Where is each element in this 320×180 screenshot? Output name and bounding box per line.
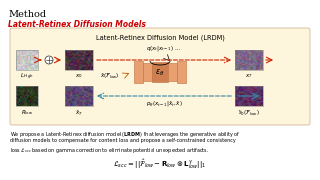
Bar xyxy=(143,63,152,81)
Text: $L_{High}$: $L_{High}$ xyxy=(20,72,34,82)
Text: $\hat{x}_T$: $\hat{x}_T$ xyxy=(75,108,83,118)
Bar xyxy=(134,61,143,83)
Text: $R_{low}$: $R_{low}$ xyxy=(21,108,33,117)
Bar xyxy=(16,86,38,106)
Text: $q(x_t|x_{t-1})\ \ldots$: $q(x_t|x_{t-1})\ \ldots$ xyxy=(146,44,182,53)
Text: $x_0$: $x_0$ xyxy=(75,72,83,80)
Text: loss $\mathcal{L}_{scc}$ based on gamma correction to eliminate potential unexpe: loss $\mathcal{L}_{scc}$ based on gamma … xyxy=(10,146,209,155)
Bar xyxy=(168,63,177,81)
Bar xyxy=(16,50,38,70)
Text: diffusion models to compensate for content loss and propose a self-constrained c: diffusion models to compensate for conte… xyxy=(10,138,236,143)
FancyBboxPatch shape xyxy=(10,28,310,125)
Text: $p_\theta(x_{t-1}|\hat{x}_t, \hat{x})$: $p_\theta(x_{t-1}|\hat{x}_t, \hat{x})$ xyxy=(146,99,182,109)
Text: $\mathcal{L}_{scc} = ||\hat{\mathcal{F}}_{low} - \mathbf{R}_{low} \otimes \mathb: $\mathcal{L}_{scc} = ||\hat{\mathcal{F}}… xyxy=(113,158,207,171)
Bar xyxy=(177,61,186,83)
Bar xyxy=(65,50,93,70)
Bar xyxy=(152,62,168,82)
Bar xyxy=(65,86,93,106)
Text: $\hat{s}_0(\mathcal{F}_{low})$: $\hat{s}_0(\mathcal{F}_{low})$ xyxy=(238,108,260,118)
Text: $x_T$: $x_T$ xyxy=(245,72,253,80)
Text: $\hat{x}(\mathcal{F}_{low})$: $\hat{x}(\mathcal{F}_{low})$ xyxy=(100,71,120,81)
Text: Latent-Retinex Diffusion Model (LRDM): Latent-Retinex Diffusion Model (LRDM) xyxy=(96,34,224,40)
Bar xyxy=(235,86,263,106)
Text: Latent-Retinex Diffusion Models: Latent-Retinex Diffusion Models xyxy=(8,20,146,29)
Circle shape xyxy=(45,56,53,64)
Bar xyxy=(235,50,263,70)
Text: We propose a Latent-Retinex diffusion model ($\mathbf{LRDM}$) that leverages the: We propose a Latent-Retinex diffusion mo… xyxy=(10,130,241,139)
Text: $\varepsilon_\theta$: $\varepsilon_\theta$ xyxy=(155,68,165,78)
Text: Method: Method xyxy=(8,10,46,19)
